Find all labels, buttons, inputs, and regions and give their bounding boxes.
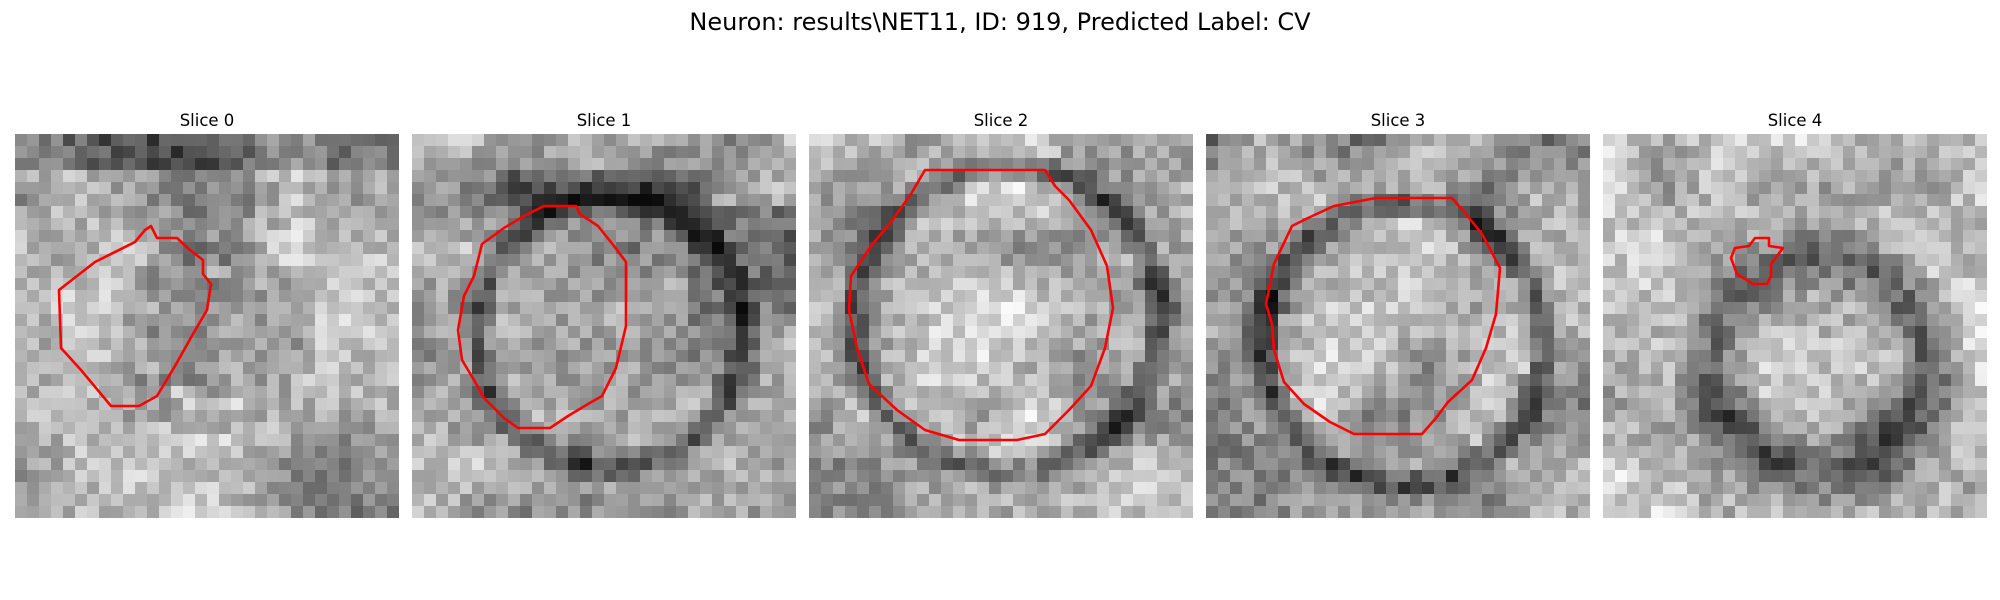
slice-image-3 <box>1206 134 1590 518</box>
slice-title-0: Slice 0 <box>179 111 235 130</box>
contour-outline <box>1729 236 1785 286</box>
slice-panel-2: Slice 2 <box>809 108 1193 518</box>
contour-outline <box>57 224 213 408</box>
slice-image-1 <box>412 134 796 518</box>
slice-panel-3: Slice 3 <box>1206 108 1590 518</box>
slice-title-2: Slice 2 <box>973 111 1029 130</box>
slice-panel-1: Slice 1 <box>412 108 796 518</box>
slice-panel-4: Slice 4 <box>1603 108 1987 518</box>
slice-image-0 <box>15 134 399 518</box>
slice-title-1: Slice 1 <box>576 111 632 130</box>
contour-outline <box>1264 196 1502 436</box>
contour-outline <box>847 168 1115 442</box>
slice-image-2 <box>809 134 1193 518</box>
contour-outline <box>456 204 628 430</box>
figure-title: Neuron: results\NET11, ID: 919, Predicte… <box>689 8 1311 36</box>
slice-panel-0: Slice 0 <box>15 108 399 518</box>
slice-title-3: Slice 3 <box>1370 111 1426 130</box>
slice-title-4: Slice 4 <box>1767 111 1823 130</box>
slice-image-4 <box>1603 134 1987 518</box>
